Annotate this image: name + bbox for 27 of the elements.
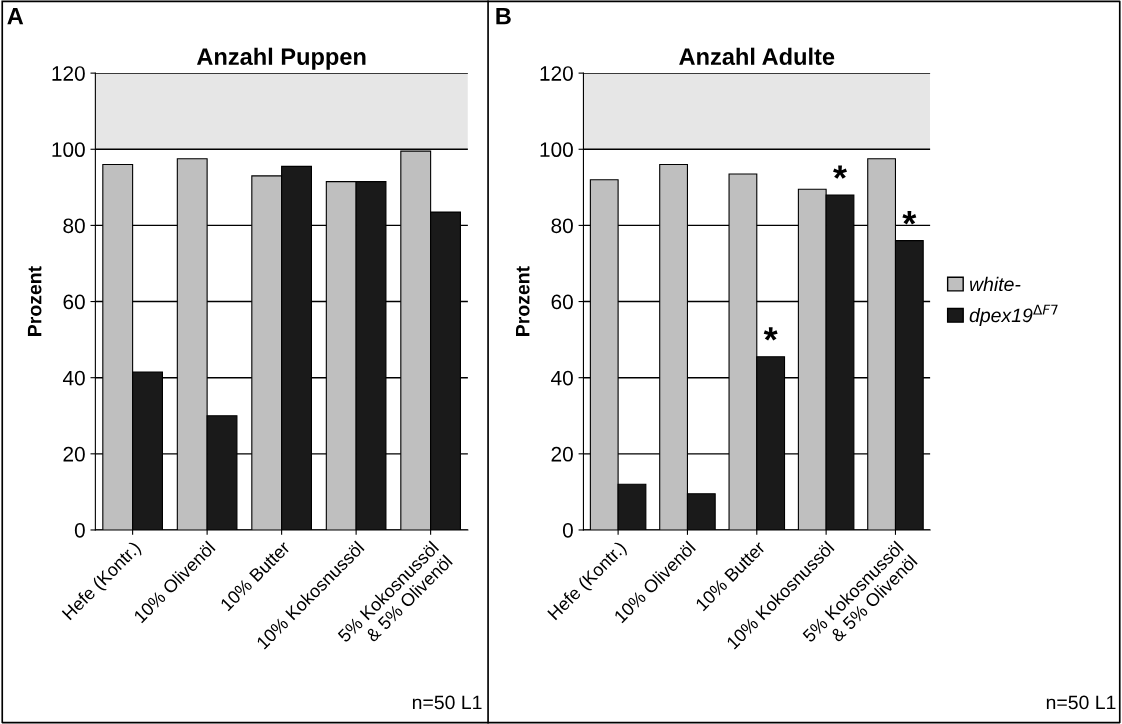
y-tick-label: 100	[52, 142, 85, 158]
y-tick-label: 80	[551, 218, 573, 234]
annotation: *	[833, 165, 847, 179]
legend-label: dpex19$^{ΔF7}$	[969, 304, 1058, 327]
chart-title: Anzahl Puppen	[196, 47, 366, 70]
chart-title: Anzahl Adulte	[679, 47, 835, 66]
annotation: *	[763, 327, 778, 341]
y-tick-label: 100	[540, 142, 573, 158]
y-tick-label: 40	[62, 370, 85, 386]
y-tick-label: 120	[540, 66, 573, 81]
y-axis-title: Prozent	[27, 266, 42, 336]
y-tick-label: 0	[74, 522, 85, 538]
y-tick-label: 0	[562, 522, 573, 538]
y-tick-label: 120	[52, 66, 85, 81]
y-tick-label: 20	[551, 446, 573, 462]
text: n=50 L1	[1046, 695, 1116, 710]
text: B	[496, 7, 511, 25]
legend-label: white-	[970, 276, 1021, 292]
annotation: *	[902, 211, 917, 225]
y-tick-label: 60	[551, 294, 573, 310]
y-tick-label: 40	[551, 370, 573, 386]
text: A	[7, 7, 24, 25]
y-axis-title: Prozent	[515, 266, 530, 336]
y-tick-label: 80	[63, 218, 85, 234]
y-tick-label: 60	[63, 294, 85, 310]
text: n=50 L1	[412, 695, 482, 710]
y-tick-label: 20	[63, 446, 85, 462]
